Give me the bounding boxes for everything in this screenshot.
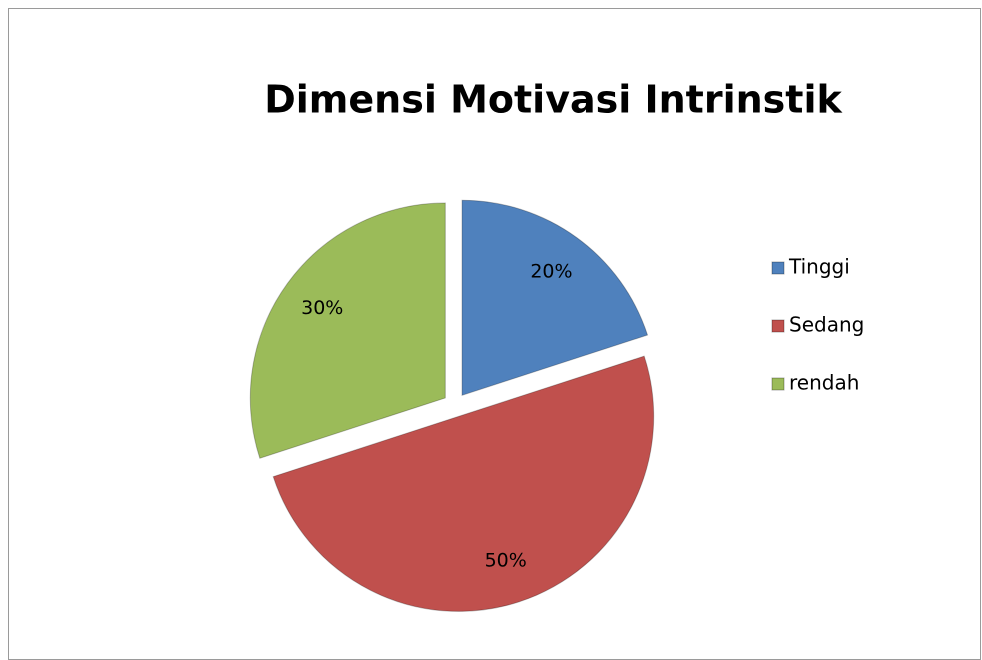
pie-slice xyxy=(272,355,655,612)
data-label: 50% xyxy=(485,550,527,572)
pie-slice xyxy=(249,202,446,459)
chart-title: Dimensi Motivasi Intrinstik xyxy=(264,78,842,122)
legend-swatch xyxy=(771,377,785,391)
legend-swatch xyxy=(771,261,785,275)
pie-slice xyxy=(461,199,649,396)
legend-swatch xyxy=(771,319,785,333)
legend-label: rendah xyxy=(789,371,859,395)
legend-label: Sedang xyxy=(789,313,864,337)
data-label: 20% xyxy=(530,261,572,283)
legend-label: Tinggi xyxy=(788,255,850,279)
data-label: 30% xyxy=(301,297,343,319)
